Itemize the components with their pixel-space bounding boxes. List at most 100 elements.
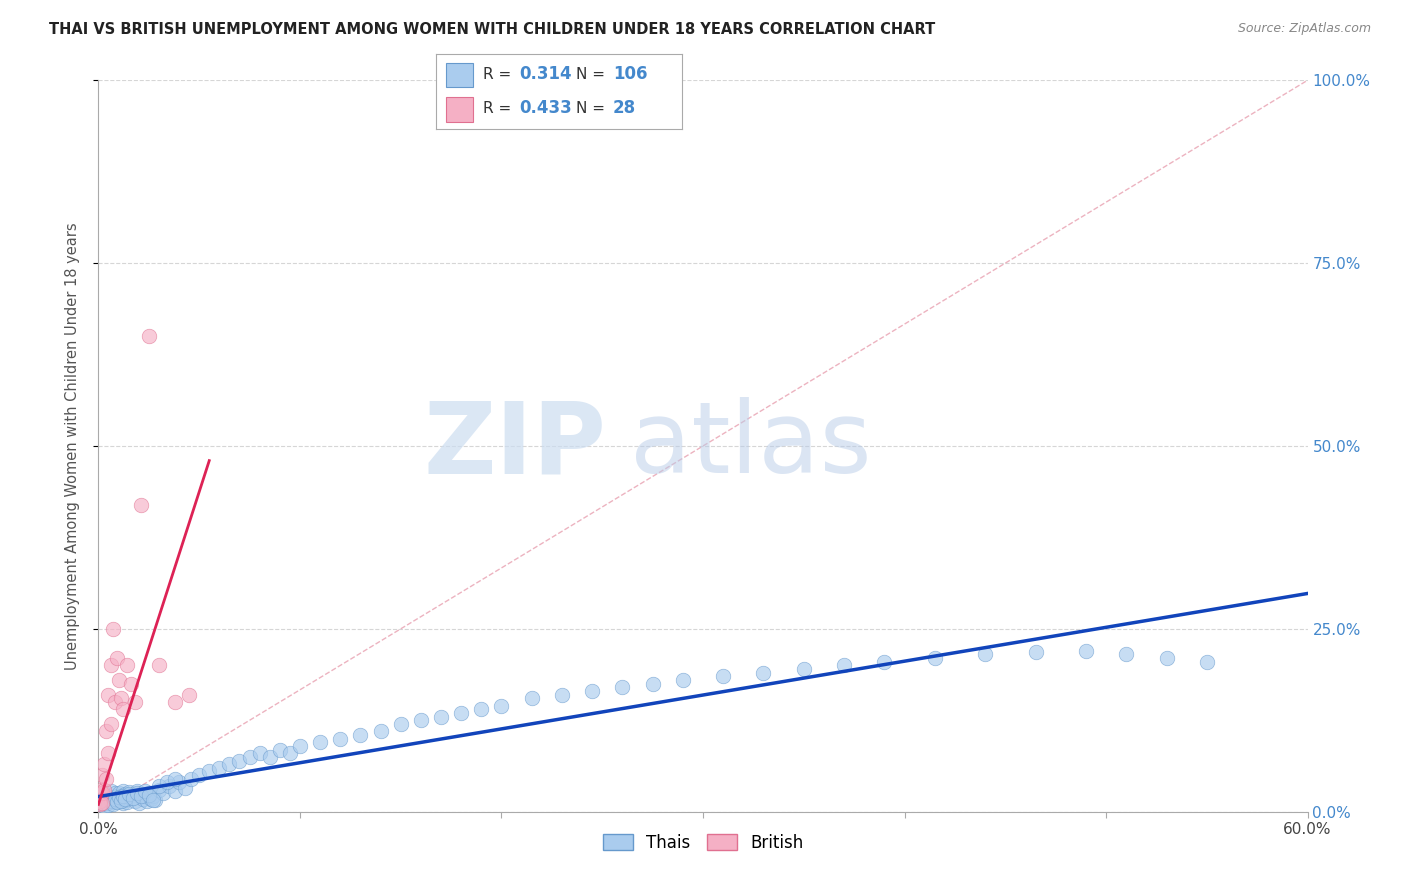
Point [1156, 651, 1178, 665]
Point [135, 795, 157, 809]
Text: atlas: atlas [630, 398, 872, 494]
Point [793, 662, 815, 676]
Point [142, 789, 165, 803]
Text: Source: ZipAtlas.com: Source: ZipAtlas.com [1237, 22, 1371, 36]
Point [129, 789, 152, 804]
Point [110, 691, 132, 706]
Point [93, 787, 115, 801]
Point [105, 651, 128, 665]
Point [409, 714, 432, 728]
Point [389, 717, 412, 731]
Point [641, 676, 664, 690]
Point [120, 790, 142, 805]
Point [1115, 648, 1137, 662]
Point [91, 787, 114, 801]
Point [96, 796, 118, 810]
Point [129, 498, 152, 512]
Point [97, 746, 120, 760]
Point [91, 790, 114, 805]
Point [125, 786, 148, 800]
Point [96, 791, 118, 805]
Point [672, 673, 695, 687]
Point [139, 791, 162, 805]
Point [101, 795, 124, 809]
Point [107, 790, 129, 805]
Point [115, 790, 138, 805]
Point [188, 768, 211, 782]
Point [121, 790, 143, 805]
Point [1025, 645, 1047, 659]
Point [97, 789, 120, 803]
Point [100, 794, 122, 808]
Point [124, 794, 146, 808]
Y-axis label: Unemployment Among Women with Children Under 18 years: Unemployment Among Women with Children U… [65, 222, 80, 670]
Point [111, 784, 134, 798]
Point [93, 782, 115, 797]
Point [134, 789, 156, 804]
Point [91, 768, 114, 782]
Point [143, 793, 166, 807]
Legend: Thais, British: Thais, British [596, 827, 810, 858]
Point [198, 764, 221, 779]
Point [110, 789, 132, 803]
Point [1195, 655, 1218, 669]
Point [125, 784, 148, 798]
Point [208, 761, 231, 775]
Text: 0.433: 0.433 [520, 100, 572, 118]
Point [105, 795, 128, 809]
Point [138, 786, 160, 800]
Point [97, 688, 120, 702]
Point [974, 648, 997, 662]
Point [269, 742, 291, 756]
Point [832, 658, 855, 673]
Point [288, 739, 311, 753]
Point [93, 798, 115, 813]
Point [924, 651, 946, 665]
Text: R =: R = [482, 101, 516, 116]
Point [115, 658, 138, 673]
Point [174, 780, 197, 795]
Point [128, 796, 150, 810]
Point [138, 788, 160, 802]
Point [132, 792, 155, 806]
Point [491, 698, 513, 713]
Point [148, 779, 170, 793]
Point [114, 793, 136, 807]
Point [96, 772, 118, 786]
Point [103, 791, 125, 805]
Point [105, 789, 128, 804]
Point [520, 691, 543, 706]
Point [115, 795, 138, 809]
Point [873, 655, 896, 669]
Point [138, 329, 160, 343]
Point [309, 735, 332, 749]
Point [163, 772, 186, 786]
Point [142, 793, 165, 807]
Point [107, 673, 129, 687]
Point [89, 782, 111, 797]
Point [118, 787, 141, 801]
Point [100, 784, 122, 798]
Point [711, 669, 734, 683]
Text: N =: N = [576, 67, 610, 82]
Point [103, 792, 125, 806]
Point [349, 728, 371, 742]
Point [551, 688, 574, 702]
Point [100, 658, 122, 673]
Point [100, 793, 122, 807]
Point [329, 731, 352, 746]
Point [163, 695, 186, 709]
Point [105, 795, 128, 809]
Point [93, 757, 115, 772]
Point [110, 794, 132, 808]
Point [91, 797, 114, 812]
Point [91, 796, 114, 810]
Point [156, 775, 179, 789]
FancyBboxPatch shape [446, 62, 472, 87]
Point [179, 688, 201, 702]
Point [114, 792, 136, 806]
Point [752, 665, 775, 680]
Point [180, 772, 202, 786]
Point [259, 749, 281, 764]
Point [152, 787, 174, 801]
